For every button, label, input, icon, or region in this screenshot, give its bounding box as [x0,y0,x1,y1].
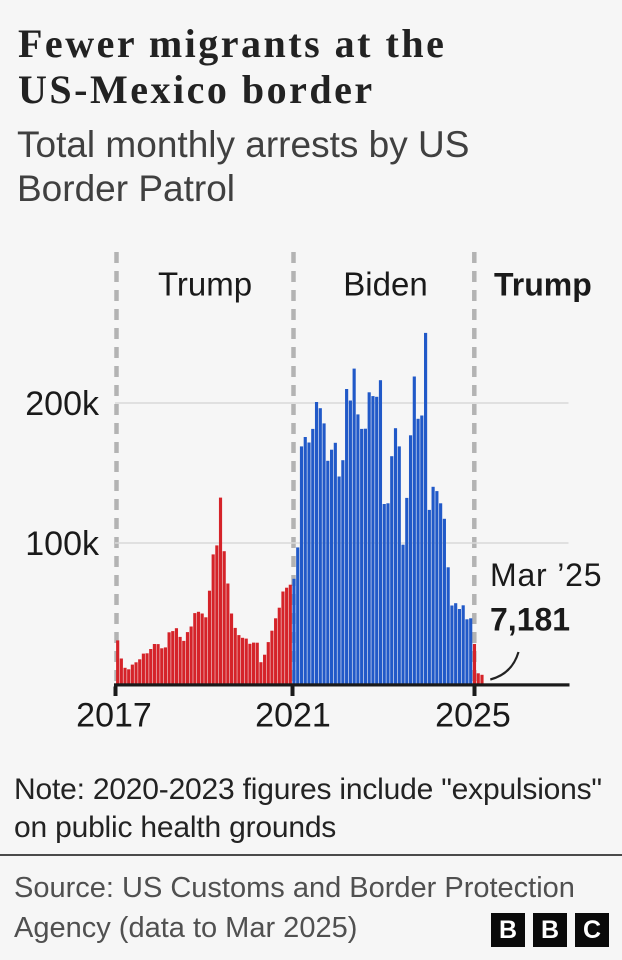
svg-text:200k: 200k [25,385,100,423]
svg-text:Mar ’25: Mar ’25 [490,557,602,593]
svg-text:100k: 100k [25,525,100,563]
svg-text:2017: 2017 [76,697,152,735]
svg-text:Trump: Trump [494,267,592,303]
svg-text:Biden: Biden [343,266,427,303]
svg-text:2021: 2021 [255,697,331,735]
svg-text:2025: 2025 [435,697,511,735]
svg-text:7,181: 7,181 [490,602,570,638]
svg-text:Trump: Trump [158,266,252,303]
